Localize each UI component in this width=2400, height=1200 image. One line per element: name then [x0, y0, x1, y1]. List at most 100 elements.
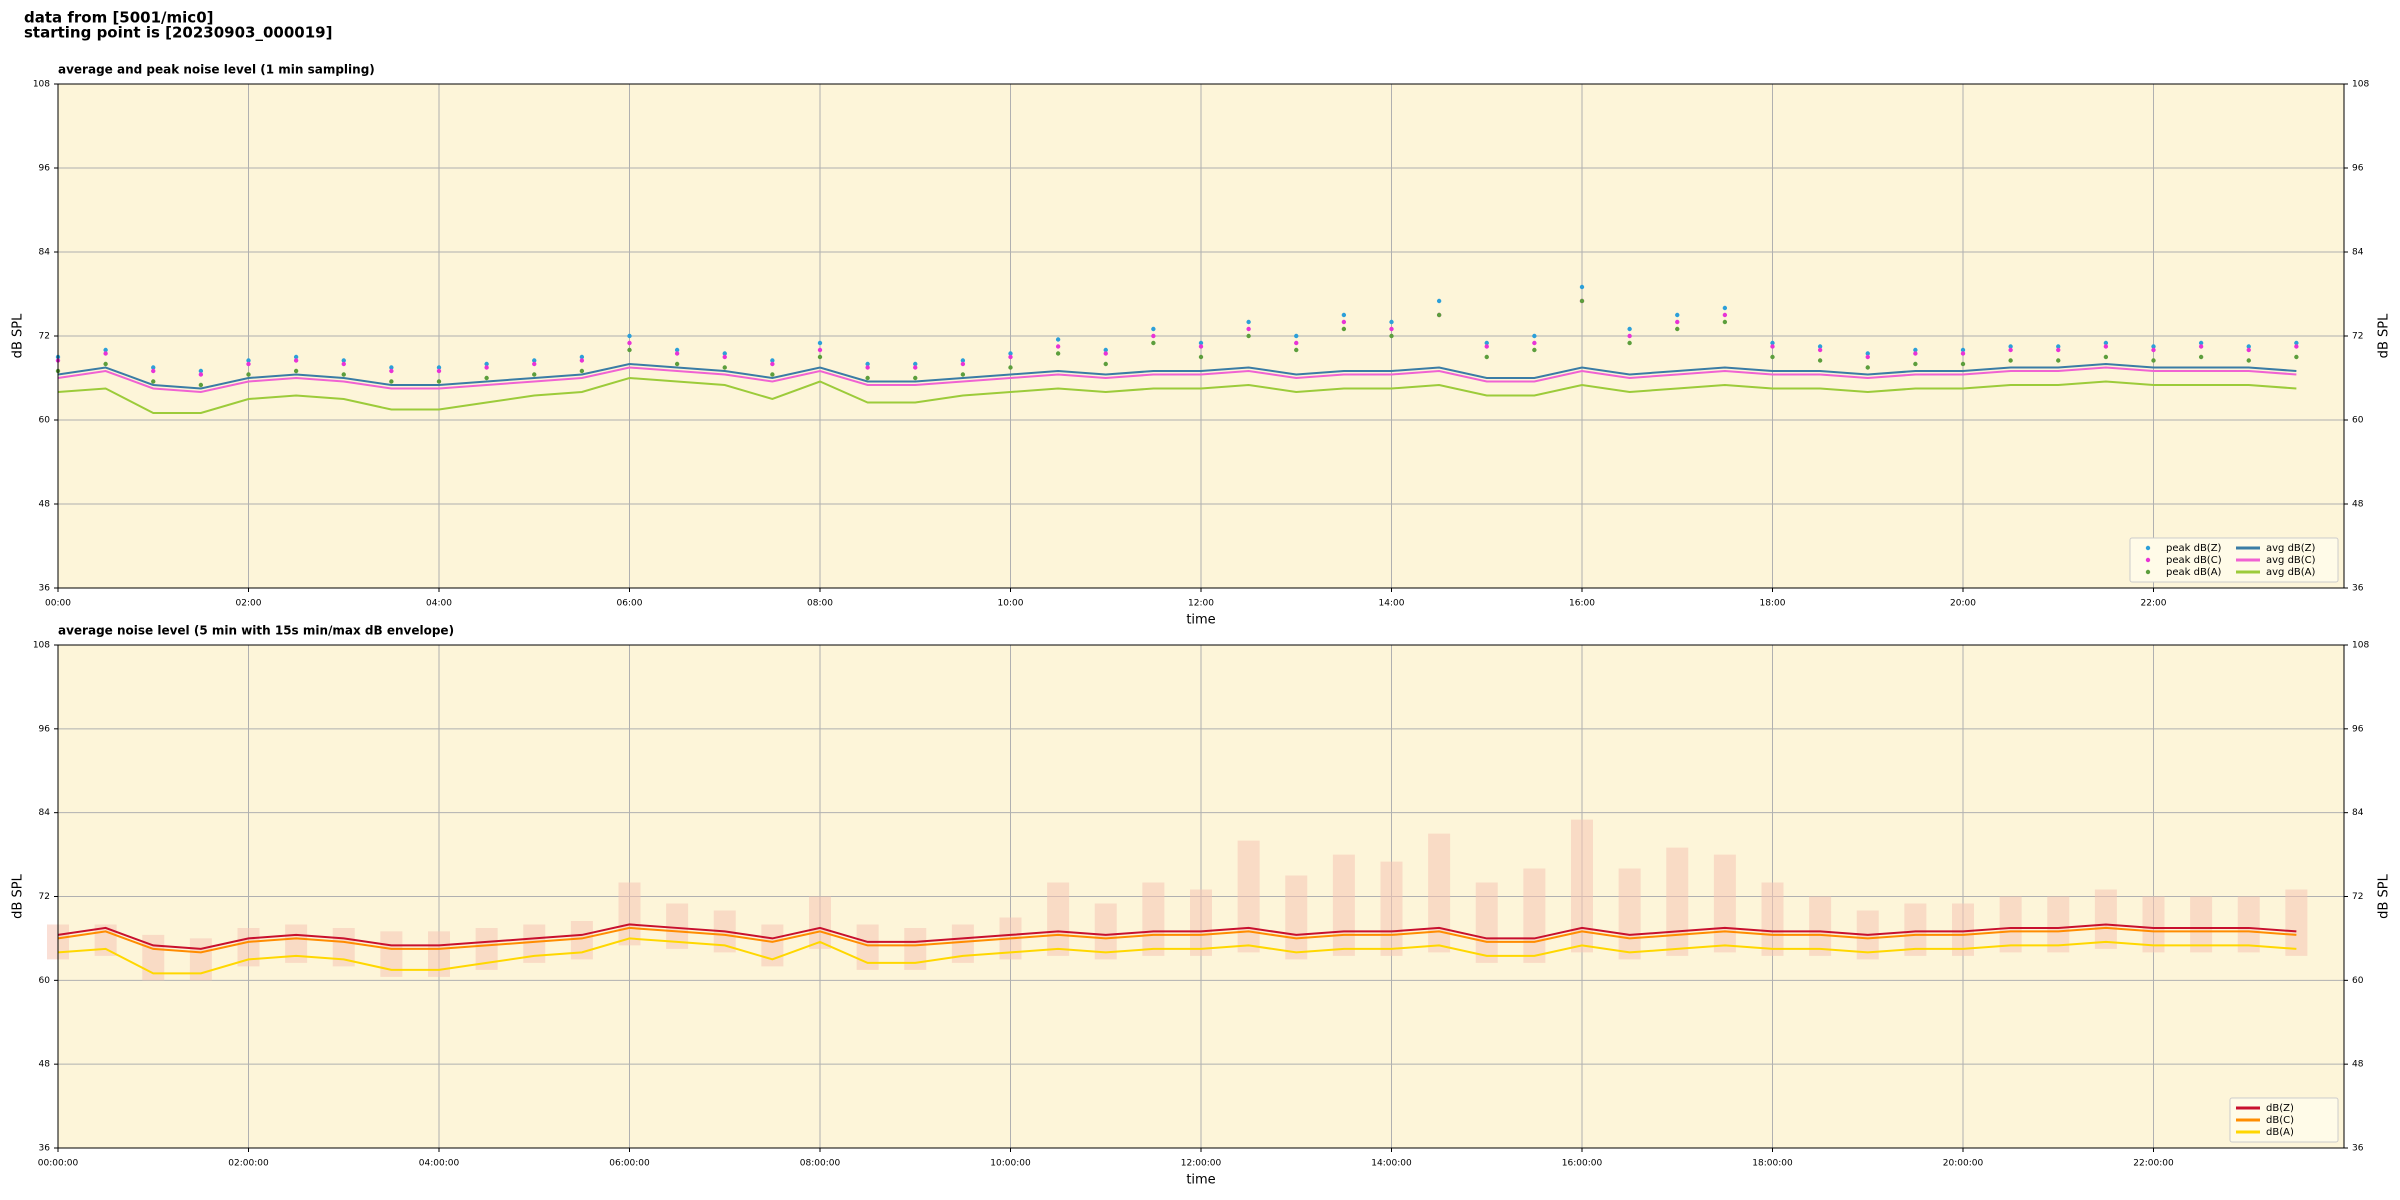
x-axis-label: time — [1186, 613, 1215, 628]
y-axis-label: dB SPL — [11, 873, 26, 918]
peak-point — [1960, 351, 1966, 356]
peak-point — [246, 372, 251, 377]
x-tick-label: 16:00:00 — [1562, 1159, 1603, 1169]
peak-point — [1675, 319, 1680, 325]
peak-point — [2056, 347, 2061, 353]
peak-point — [1675, 326, 1680, 332]
peak-point — [1627, 333, 1632, 339]
peak-point — [1817, 344, 1823, 349]
peak-point — [151, 379, 156, 384]
peak-point — [865, 361, 870, 367]
peak-point — [1055, 344, 1061, 349]
peak-point — [2103, 340, 2109, 346]
legend-label: avg dB(A) — [2266, 567, 2316, 578]
y-tick-label: 60 — [2352, 416, 2364, 426]
x-tick-label: 22:00:00 — [2133, 1159, 2174, 1169]
x-tick-label: 00:00 — [45, 599, 71, 609]
peak-point — [1246, 319, 1251, 325]
peak-point — [1294, 347, 1299, 353]
peak-point — [1532, 333, 1537, 339]
peak-point — [1722, 319, 1728, 325]
peak-point — [1008, 351, 1013, 356]
x-tick-label: 20:00 — [1950, 599, 1976, 609]
peak-point — [2056, 344, 2061, 349]
peak-point — [2294, 340, 2299, 346]
legend-label: avg dB(C) — [2266, 555, 2316, 566]
peak-point — [341, 358, 346, 363]
y-tick-label: 48 — [39, 1060, 51, 1070]
peak-point — [2198, 340, 2204, 346]
peak-point — [293, 368, 299, 374]
y-tick-label: 48 — [39, 500, 51, 510]
peak-point — [1055, 351, 1061, 356]
peak-point — [579, 354, 585, 360]
peak-point — [198, 382, 204, 388]
peak-point — [2103, 354, 2109, 360]
peak-point — [2294, 354, 2299, 360]
x-tick-label: 00:00:00 — [38, 1159, 79, 1169]
x-tick-label: 14:00:00 — [1371, 1159, 1412, 1169]
peak-point — [722, 354, 727, 360]
y-tick-label: 96 — [2352, 164, 2364, 174]
x-tick-label: 08:00 — [807, 599, 833, 609]
y-tick-label: 96 — [39, 724, 51, 734]
legend-label: dB(C) — [2266, 1115, 2294, 1126]
y-tick-label: 84 — [39, 808, 51, 818]
peak-point — [722, 351, 727, 356]
y-tick-label: 36 — [2352, 1144, 2364, 1154]
peak-point — [246, 361, 251, 367]
peak-point — [674, 361, 680, 367]
peak-point — [532, 361, 537, 367]
plot-frame — [57, 83, 2345, 589]
legend-marker — [2145, 557, 2151, 563]
peak-point — [1770, 354, 1775, 360]
y-tick-label: 96 — [39, 164, 51, 174]
peak-point — [1294, 340, 1299, 346]
peak-point — [960, 358, 966, 363]
peak-point — [2246, 358, 2251, 363]
y-tick-label: 72 — [39, 892, 50, 902]
peak-point — [913, 365, 918, 370]
peak-point — [1484, 354, 1489, 360]
peak-point — [770, 372, 775, 377]
x-tick-label: 10:00 — [998, 599, 1024, 609]
peak-point — [1579, 284, 1585, 290]
peak-point — [389, 365, 394, 370]
peak-point — [1151, 340, 1156, 346]
peak-point — [2151, 358, 2156, 363]
x-tick-label: 22:00 — [2141, 599, 2167, 609]
peak-point — [1627, 326, 1632, 332]
peak-point — [436, 365, 442, 370]
peak-point — [1532, 340, 1537, 346]
peak-point — [436, 368, 442, 374]
peak-point — [103, 361, 108, 367]
y-tick-label: 48 — [2352, 500, 2364, 510]
peak-point — [960, 372, 966, 377]
peak-point — [865, 365, 870, 370]
peak-point — [674, 351, 680, 356]
peak-point — [198, 372, 204, 377]
peak-point — [2198, 354, 2204, 360]
peak-point — [1532, 347, 1537, 353]
series-line — [57, 937, 2297, 975]
y-tick-label: 72 — [39, 332, 50, 342]
y-tick-label: 108 — [2352, 641, 2369, 651]
peak-point — [722, 365, 727, 370]
peak-point — [817, 347, 823, 353]
peak-point — [484, 361, 489, 367]
peak-point — [1008, 354, 1013, 360]
peak-point — [151, 368, 156, 374]
y-tick-label: 108 — [33, 80, 50, 90]
peak-point — [1198, 340, 1204, 346]
y-tick-label: 96 — [2352, 724, 2364, 734]
peak-point — [1151, 326, 1156, 332]
plot-frame — [57, 644, 2345, 1149]
peak-point — [389, 368, 394, 374]
peak-point — [1770, 344, 1775, 349]
x-tick-label: 12:00:00 — [1181, 1159, 1222, 1169]
peak-point — [1103, 347, 1108, 353]
peak-point — [2151, 347, 2156, 353]
y-axis-label: dB SPL — [11, 313, 26, 358]
peak-point — [484, 375, 489, 381]
peak-point — [2008, 358, 2013, 363]
